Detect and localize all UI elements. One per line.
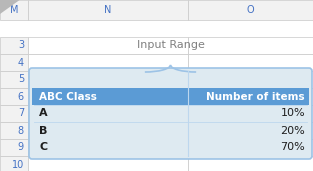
Bar [28,71,188,88]
Bar [0,122,28,139]
Bar [188,122,313,139]
Bar [0,156,28,171]
Bar [0,71,28,88]
Text: M: M [10,5,18,15]
Text: 3: 3 [18,41,24,50]
Text: B: B [39,126,47,135]
Bar [0,37,28,54]
Text: Input Range: Input Range [136,41,204,50]
Text: 10%: 10% [280,109,305,119]
Text: N: N [104,5,112,15]
Bar [188,37,313,54]
Text: 4: 4 [18,57,24,68]
Bar [0,88,28,105]
Text: 9: 9 [18,142,24,153]
Text: ABC Class: ABC Class [39,91,97,102]
Text: 20%: 20% [280,126,305,135]
FancyBboxPatch shape [32,88,309,105]
Text: A: A [39,109,48,119]
Bar [188,71,313,88]
Bar [0,54,28,71]
Bar [28,88,188,105]
Bar [188,0,313,20]
Bar [0,0,28,20]
Text: 8: 8 [18,126,24,135]
Bar [28,54,188,71]
Text: 10: 10 [12,160,24,169]
Bar [28,37,188,54]
Text: O: O [247,5,254,15]
Bar [0,105,28,122]
Text: Number of items: Number of items [206,91,305,102]
FancyBboxPatch shape [29,68,312,159]
Text: 5: 5 [18,75,24,84]
Bar [188,88,313,105]
Bar [28,139,188,156]
Text: C: C [39,142,47,153]
Text: 6: 6 [18,91,24,102]
Text: 7: 7 [18,109,24,119]
Bar [28,156,188,171]
Bar [28,105,188,122]
Polygon shape [0,0,20,14]
Bar [28,122,188,139]
Bar [188,54,313,71]
Bar [188,139,313,156]
Text: 70%: 70% [280,142,305,153]
Bar [188,105,313,122]
Bar [0,139,28,156]
Bar [188,156,313,171]
Bar [28,0,188,20]
